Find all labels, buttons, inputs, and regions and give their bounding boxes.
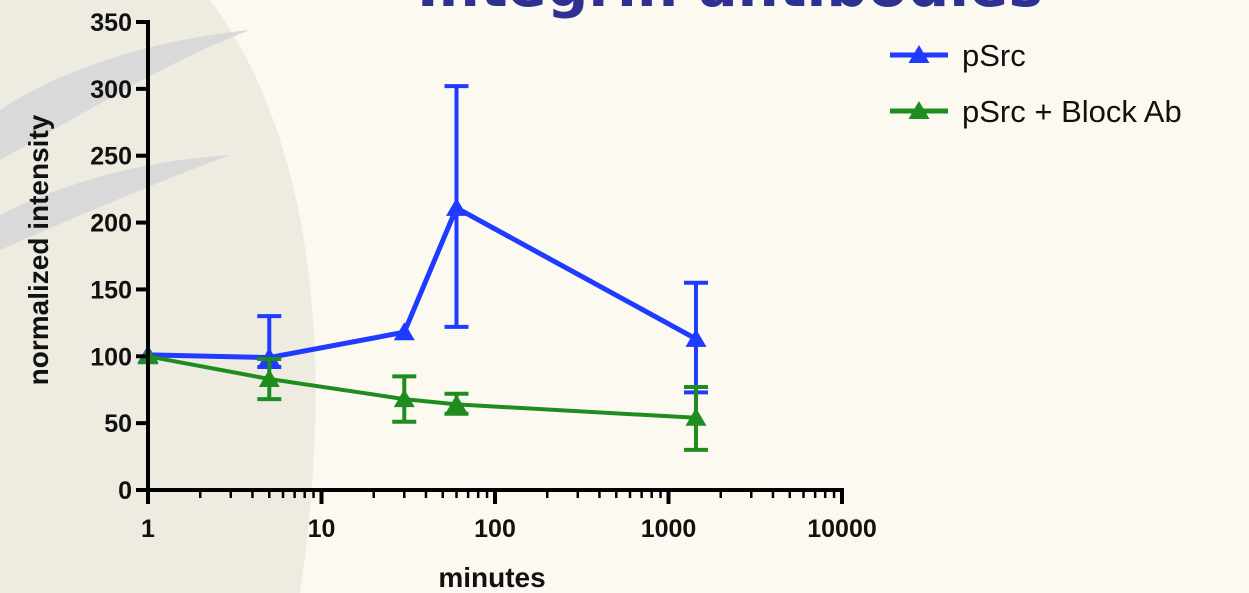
plot-area: 0 50 100 150 200 250 300 350 1 10 100 1000 10000	[90, 9, 876, 543]
data-point	[258, 369, 280, 388]
legend-item: pSrc + Block Ab	[890, 94, 1182, 129]
y-tick-label: 50	[104, 410, 132, 438]
data-point	[685, 407, 707, 426]
series-psrc-block-ab	[137, 346, 708, 452]
y-tick-label: 200	[90, 210, 132, 238]
legend-swatch-marker	[908, 45, 930, 63]
x-tick-label: 1000	[641, 515, 697, 543]
y-tick-label: 0	[118, 477, 132, 505]
data-point	[393, 322, 415, 341]
legend-label: pSrc	[962, 38, 1026, 73]
page-title: Integrin antibodies	[417, 0, 1043, 20]
data-point	[446, 197, 468, 216]
x-tick-label: 100	[474, 515, 516, 543]
legend-item: pSrc	[890, 38, 1026, 73]
legend-label: pSrc + Block Ab	[962, 94, 1182, 129]
background-swoosh-blade	[0, 155, 230, 250]
background-swoosh-arc	[0, 0, 316, 593]
data-point	[258, 347, 280, 366]
y-tick-label: 300	[90, 76, 132, 104]
x-tick-label: 1	[141, 515, 155, 543]
data-point	[393, 389, 415, 408]
background-swoosh-blade	[0, 30, 250, 160]
x-tick-label: 10	[308, 515, 336, 543]
data-point	[446, 394, 468, 413]
y-tick-label: 150	[90, 276, 132, 304]
data-point	[685, 328, 707, 347]
y-axis-label: normalized intensity	[23, 114, 54, 385]
y-tick-label: 100	[90, 343, 132, 371]
legend-swatch-marker	[908, 101, 930, 119]
y-tick-label: 350	[90, 9, 132, 37]
y-tick-label: 250	[90, 143, 132, 171]
x-tick-label: 10000	[807, 515, 877, 543]
x-axis-ticks: 1 10 100 1000 10000	[141, 490, 877, 543]
background-swoosh	[0, 0, 316, 593]
legend: pSrc pSrc + Block Ab	[890, 38, 1182, 129]
x-axis-label: minutes	[438, 562, 545, 593]
series-layer	[137, 84, 708, 452]
